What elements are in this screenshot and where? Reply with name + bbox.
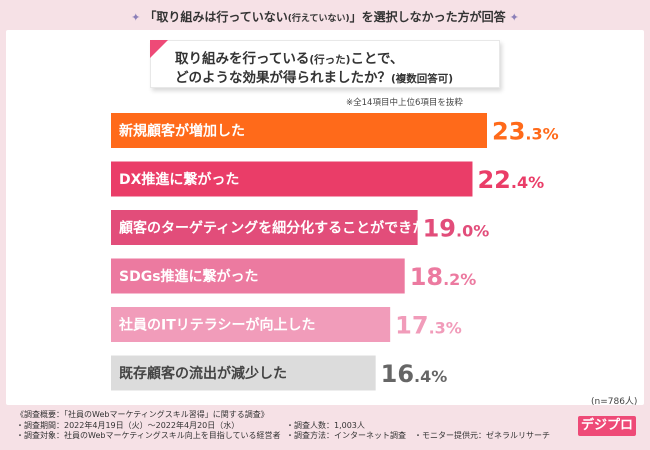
value-label-5: 17.3% xyxy=(395,312,462,340)
bar-2 xyxy=(111,161,473,197)
value-label-6: 16.4% xyxy=(381,360,448,388)
value-label-4: 18.2% xyxy=(410,263,477,291)
bar-label-3: 顧客のターゲティングを細分化することができた xyxy=(119,220,426,237)
bar-label-6: 既存顧客の流出が減少した xyxy=(119,365,287,382)
footer-line-3: ・調査対象：社員のWebマーケティングスキル向上を目指している経営者 xyxy=(16,431,281,440)
survey-footer: 《調査概要：「社員のWebマーケティングスキル習得」に関する調査》 ・調査期間：… xyxy=(16,410,550,442)
question-box: 取り組みを行っている(行った)ことで、 どのような効果が得られましたか？(複数回… xyxy=(150,40,500,88)
banner-text-2: 」を選択しなかった方が回答 xyxy=(349,10,506,24)
bar-5 xyxy=(111,307,391,342)
selection-note: ※全14項目中上位6項目を抜粋 xyxy=(346,98,463,108)
question-line-2: どのような効果が得られましたか？(複数回答可) xyxy=(175,66,453,86)
bar-label-2: DX推進に繋がった xyxy=(119,171,239,188)
bar-label-4: SDGs推進に繋がった xyxy=(119,268,259,285)
question-text-1a: 取り組みを行っている xyxy=(175,51,310,67)
top-banner: ✦ 「取り組みは行っていない(行えていない)」を選択しなかった方が回答 ✦ xyxy=(0,8,650,25)
digipro-logo: デジプロ xyxy=(578,416,636,436)
footer-col2-line-3: ・調査方法：インターネット調査 xyxy=(286,431,406,440)
bar-label-5: 社員のITリテラシーが向上した xyxy=(118,317,315,334)
value-label-3: 19.0% xyxy=(423,215,490,243)
footer-col2-line-2: ・調査人数：1,003人 xyxy=(286,420,365,430)
question-text-2-small: (複数回答可) xyxy=(391,73,454,85)
question-text-2a: どのような効果が得られましたか？ xyxy=(175,70,391,86)
value-label-2: 22.4% xyxy=(477,166,544,194)
sparkle-left-icon: ✦ xyxy=(131,11,141,24)
question-text-1-small: (行った) xyxy=(309,54,351,66)
value-label-1: 23.3% xyxy=(492,118,559,146)
bar-label-1: 新規顧客が増加した xyxy=(119,123,245,140)
sparkle-right-icon: ✦ xyxy=(509,11,519,24)
footer-line-2: ・調査期間：2022年4月19日（火）〜2022年4月20日（水） xyxy=(16,420,240,430)
question-text-1b: ことで、 xyxy=(350,51,404,67)
sample-size: (n=786人) xyxy=(591,397,638,407)
bar-1 xyxy=(111,113,487,148)
corner-accent-icon xyxy=(150,40,168,58)
footer-col-2: ・調査人数：1,003人 ・調査方法：インターネット調査 xyxy=(286,410,406,442)
banner-text-small: (行えていない) xyxy=(287,14,350,24)
bar-3 xyxy=(111,210,418,245)
footer-col3-line-3: ・モニター提供元：ゼネラルリサーチ xyxy=(414,431,550,440)
banner-text-1: 「取り組みは行っていない xyxy=(144,10,288,24)
question-line-1: 取り組みを行っている(行った)ことで、 xyxy=(175,47,404,67)
footer-col-3: ・モニター提供元：ゼネラルリサーチ xyxy=(414,410,550,442)
footer-line-1: 《調査概要：「社員のWebマーケティングスキル習得」に関する調査》 xyxy=(16,410,269,419)
bar-4 xyxy=(111,258,405,294)
bar-6 xyxy=(111,355,376,391)
